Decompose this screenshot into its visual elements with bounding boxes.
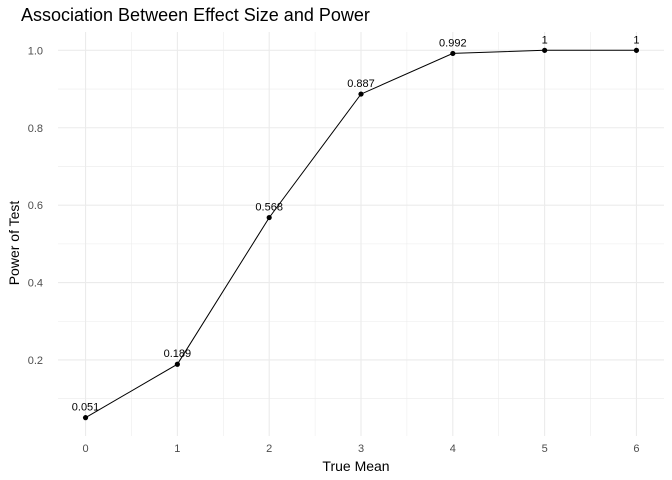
data-label: 0.189 <box>164 348 192 360</box>
data-point <box>358 91 364 97</box>
data-point <box>542 47 548 53</box>
data-point <box>450 50 456 57</box>
data-label: 0.568 <box>255 202 283 214</box>
grid <box>58 32 664 436</box>
x-tick-label: 6 <box>633 443 639 455</box>
x-tick-label: 4 <box>450 443 456 455</box>
data-labels: 0.051 0.189 0.568 0.887 0.992 1 1 <box>72 34 640 413</box>
x-tick-label: 3 <box>358 443 364 455</box>
data-label: 1 <box>633 34 639 46</box>
chart-title: Association Between Effect Size and Powe… <box>21 5 370 25</box>
y-tick-label: 0.8 <box>28 123 43 135</box>
x-tick-label: 1 <box>174 443 180 455</box>
data-point <box>633 47 640 53</box>
data-label: 0.992 <box>439 37 467 49</box>
x-tick-label: 0 <box>82 443 88 455</box>
x-axis-ticks: 0 1 2 3 4 5 6 <box>82 443 639 455</box>
y-axis-ticks: 0.2 0.4 0.6 0.8 1.0 <box>28 45 43 367</box>
data-points <box>82 47 640 421</box>
data-point <box>174 361 180 367</box>
y-axis-title: Power of Test <box>6 201 22 286</box>
data-label: 1 <box>542 34 548 46</box>
data-point <box>82 415 89 421</box>
y-tick-label: 0.4 <box>28 278 43 290</box>
data-label: 0.051 <box>72 402 100 414</box>
data-label: 0.887 <box>347 78 375 90</box>
y-tick-label: 1.0 <box>28 45 43 57</box>
y-tick-label: 0.6 <box>28 200 43 212</box>
x-tick-label: 5 <box>542 443 548 455</box>
x-tick-label: 2 <box>266 443 272 455</box>
data-point <box>266 214 272 221</box>
x-axis-title: True Mean <box>322 458 389 474</box>
y-tick-label: 0.2 <box>28 355 43 367</box>
